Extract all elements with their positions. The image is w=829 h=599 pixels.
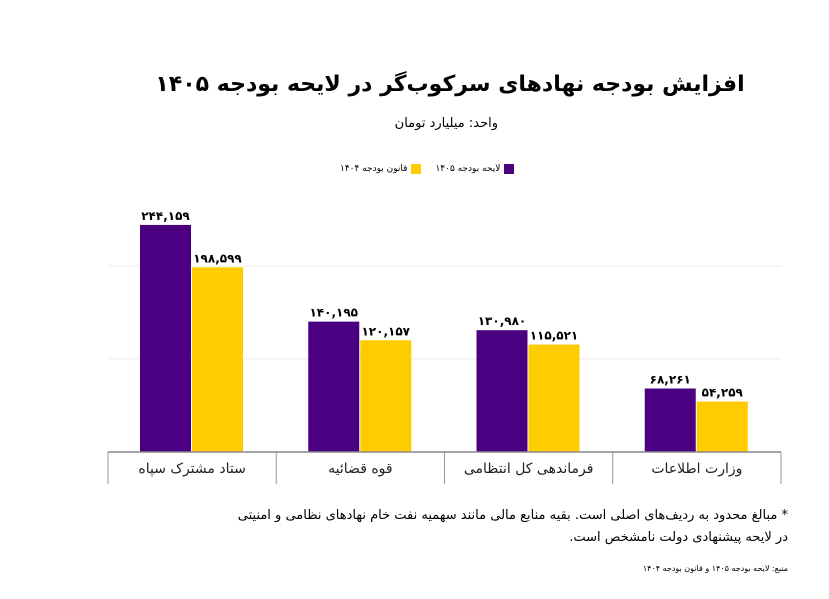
chart-title: افزایش بودجه نهادهای سرکوب‌گر در لایحه ب… — [155, 72, 745, 97]
legend-swatch-1404 — [411, 164, 422, 174]
data-label: ۶۸,۲۶۱ — [650, 373, 691, 387]
bar — [308, 321, 360, 452]
category-label: فرماندهی کل انتظامی — [464, 461, 594, 477]
legend-label-1405: لایحه بودجه ۱۴۰۵ — [435, 164, 501, 174]
legend-item-1404: قانون بودجه ۱۴۰۴ — [340, 164, 422, 174]
bar — [696, 401, 748, 452]
source-note: منبع: لایحه بودجه ۱۴۰۵ و قانون بودجه ۱۴۰… — [642, 564, 788, 573]
data-label: ۵۴,۲۵۹ — [702, 386, 744, 400]
category-label: وزارت اطلاعات — [651, 461, 742, 477]
bar — [476, 330, 528, 452]
bar — [140, 224, 191, 452]
data-label: ۱۹۸,۵۹۹ — [193, 251, 242, 265]
data-label: ۲۴۴,۱۵۹ — [141, 209, 190, 223]
legend-swatch-1405 — [504, 164, 515, 174]
footnote-line-1: * مبالغ محدود به ردیف‌های اصلی است. بقیه… — [237, 508, 788, 523]
chart-subtitle: واحد: میلیارد تومان — [394, 116, 498, 131]
bar — [644, 388, 696, 452]
data-label: ۱۲۰,۱۵۷ — [361, 324, 410, 338]
legend: لایحه بودجه ۱۴۰۵ قانون بودجه ۱۴۰۴ — [340, 164, 530, 174]
bar — [528, 344, 580, 452]
bar — [192, 267, 243, 452]
category-label: قوه قضائیه — [328, 461, 392, 477]
data-label: ۱۴۰,۱۹۵ — [309, 306, 358, 320]
data-label: ۱۳۰,۹۸۰ — [478, 314, 527, 328]
legend-label-1404: قانون بودجه ۱۴۰۴ — [340, 164, 408, 174]
footnote: * مبالغ محدود به ردیف‌های اصلی است. بقیه… — [150, 505, 788, 549]
bar — [360, 340, 412, 452]
data-label: ۱۱۵,۵۲۱ — [530, 329, 579, 343]
category-label: ستاد مشترک سپاه — [138, 461, 245, 477]
footnote-line-2: در لایحه پیشنهادی دولت نامشخص است. — [569, 530, 788, 545]
legend-item-1405: لایحه بودجه ۱۴۰۵ — [435, 164, 515, 174]
